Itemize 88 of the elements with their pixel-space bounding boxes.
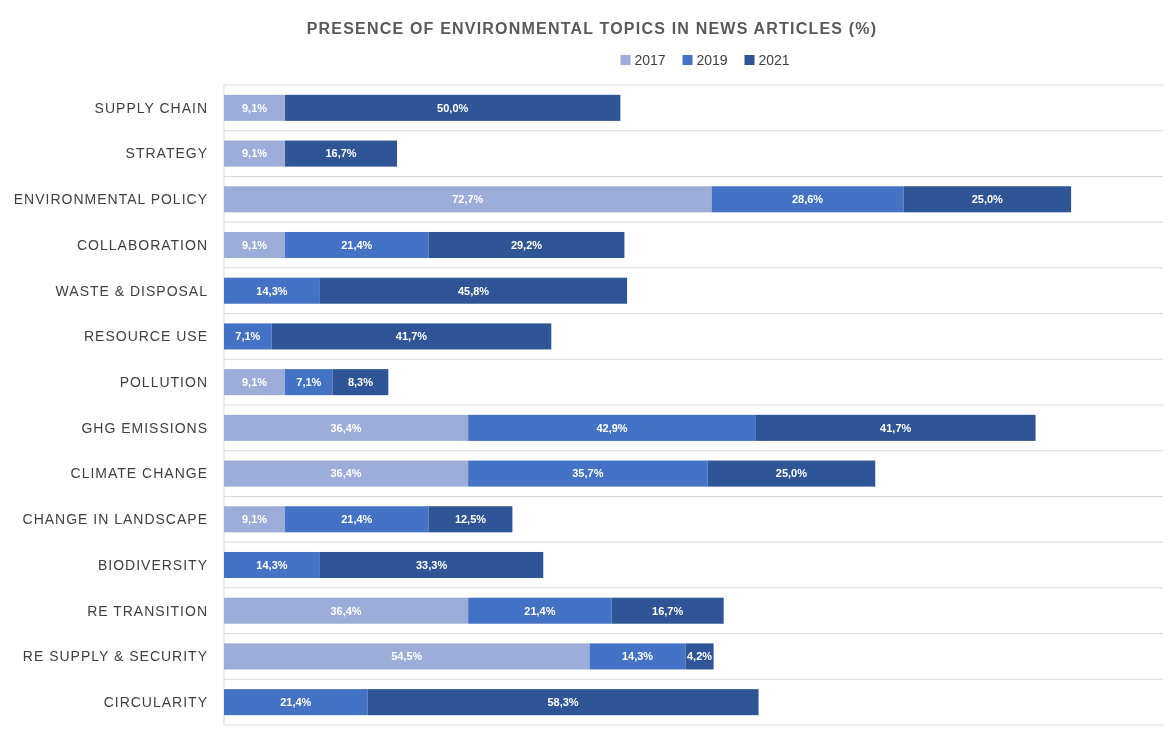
- data-label: 28,6%: [791, 193, 824, 206]
- data-label: 36,4%: [330, 604, 362, 617]
- data-label: 29,2%: [510, 238, 543, 251]
- y-tick-label: CLIMATE CHANGE: [70, 465, 208, 482]
- bar: [285, 94, 621, 121]
- bar: [707, 460, 876, 487]
- data-label: 4,2%: [687, 650, 713, 663]
- legend-label: 2021: [758, 51, 790, 68]
- data-label: 14,3%: [256, 558, 288, 571]
- bar: [468, 460, 708, 487]
- bar: [224, 643, 590, 670]
- y-tick-label: RE SUPPLY & SECURITY: [22, 648, 208, 665]
- bar: [271, 323, 552, 350]
- y-tick-label: COLLABORATION: [77, 236, 208, 253]
- bar: [755, 414, 1036, 441]
- bar: [224, 186, 712, 213]
- bar: [224, 551, 320, 579]
- data-label: 33,3%: [415, 558, 448, 571]
- bar: [285, 506, 429, 533]
- bar: [285, 140, 398, 167]
- y-tick-label: RESOURCE USE: [83, 328, 208, 345]
- data-label: 25,0%: [775, 467, 808, 480]
- data-label: 12,5%: [454, 513, 487, 526]
- data-label: 21,4%: [524, 604, 556, 617]
- data-label: 42,9%: [596, 421, 628, 434]
- data-label: 21,4%: [341, 513, 373, 526]
- data-label: 9,1%: [241, 375, 268, 388]
- data-label: 21,4%: [280, 695, 312, 708]
- data-label: 58,3%: [547, 695, 579, 708]
- y-tick-label: GHG EMISSIONS: [81, 419, 208, 436]
- bar: [428, 231, 625, 259]
- bar: [224, 231, 286, 259]
- data-label: 21,4%: [341, 238, 373, 251]
- data-label: 7,1%: [296, 375, 322, 388]
- y-tick-label: RE TRANSITION: [87, 602, 208, 619]
- data-label: 9,1%: [241, 101, 268, 114]
- y-tick-label: BIODIVERSITY: [97, 556, 208, 573]
- y-tick-label: ENVIRONMENTAL POLICY: [13, 191, 208, 208]
- data-label: 9,1%: [241, 238, 268, 251]
- data-label: 25,0%: [971, 193, 1004, 206]
- y-tick-label: POLLUTION: [119, 374, 208, 391]
- data-label: 8,3%: [347, 375, 374, 388]
- bar: [903, 186, 1072, 213]
- bar: [224, 506, 286, 533]
- data-label: 35,7%: [572, 467, 604, 480]
- data-label: 14,3%: [256, 284, 288, 297]
- data-label: 16,7%: [652, 604, 684, 617]
- bar: [589, 643, 686, 670]
- bar: [367, 689, 759, 716]
- data-label: 36,4%: [330, 467, 362, 480]
- bar: [319, 277, 628, 304]
- bar: [224, 94, 286, 121]
- bar: [224, 140, 286, 167]
- bar: [224, 460, 469, 487]
- bar: [468, 597, 612, 624]
- data-label: 41,7%: [880, 421, 912, 434]
- bar: [611, 597, 724, 624]
- data-label: 50,0%: [437, 101, 469, 114]
- bar: [428, 506, 513, 533]
- y-tick-label: SUPPLY CHAIN: [94, 99, 208, 116]
- bar: [224, 369, 286, 396]
- bar: [224, 597, 469, 624]
- bar: [224, 277, 320, 304]
- data-label: 72,7%: [452, 193, 484, 206]
- data-label: 54,5%: [391, 650, 423, 663]
- y-tick-label: CHANGE IN LANDSCAPE: [22, 511, 208, 528]
- data-label: 9,1%: [241, 513, 268, 526]
- data-label: 7,1%: [235, 330, 261, 343]
- chart-title: PRESENCE OF ENVIRONMENTAL TOPICS IN NEWS ARTICLES (%): [306, 19, 878, 37]
- bar: [224, 689, 368, 716]
- bar: [319, 551, 544, 579]
- data-label: 36,4%: [330, 421, 362, 434]
- data-label: 14,3%: [621, 650, 654, 663]
- legend-label: 2017: [634, 51, 666, 68]
- y-tick-label: STRATEGY: [125, 145, 208, 162]
- bar: [468, 414, 756, 441]
- legend-label: 2019: [696, 51, 728, 68]
- bar: [711, 186, 904, 213]
- bar: [285, 231, 429, 259]
- y-tick-label: WASTE & DISPOSAL: [55, 282, 208, 299]
- bar: [224, 323, 272, 350]
- data-label: 41,7%: [395, 330, 428, 343]
- bar: [224, 414, 469, 441]
- data-label: 9,1%: [241, 147, 268, 160]
- bar: [285, 369, 333, 396]
- data-label: 45,8%: [457, 284, 490, 297]
- y-tick-label: CIRCULARITY: [103, 694, 208, 711]
- data-label: 16,7%: [325, 147, 357, 160]
